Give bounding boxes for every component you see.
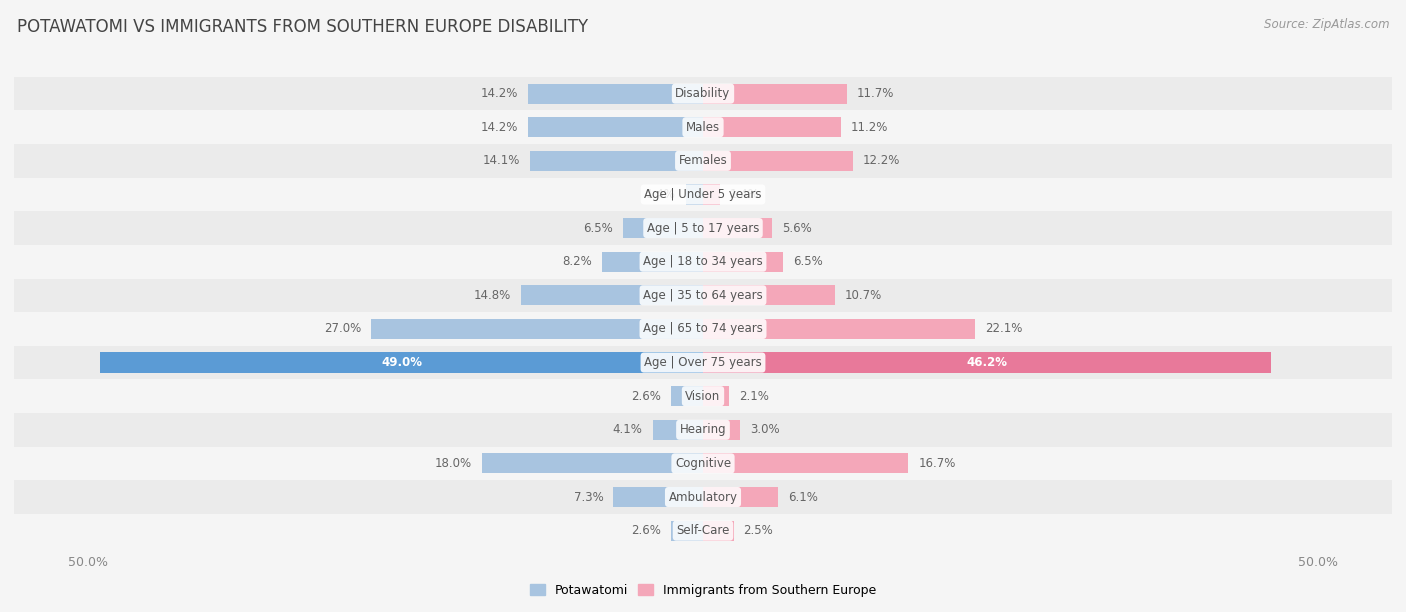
Bar [14, 110, 1392, 144]
Bar [100, 353, 703, 373]
Bar [14, 514, 1392, 548]
Text: Females: Females [679, 154, 727, 167]
Text: 12.2%: 12.2% [863, 154, 900, 167]
Bar [703, 117, 841, 137]
Text: 6.5%: 6.5% [793, 255, 823, 268]
Text: 49.0%: 49.0% [381, 356, 422, 369]
Bar [652, 420, 703, 440]
Text: Hearing: Hearing [679, 424, 727, 436]
Text: 14.8%: 14.8% [474, 289, 512, 302]
Bar [14, 413, 1392, 447]
Text: Age | 65 to 74 years: Age | 65 to 74 years [643, 323, 763, 335]
Bar [14, 346, 1392, 379]
Bar [14, 211, 1392, 245]
Text: 3.0%: 3.0% [749, 424, 779, 436]
Bar [671, 386, 703, 406]
Text: 2.5%: 2.5% [744, 524, 773, 537]
Bar [14, 245, 1392, 278]
Text: 11.2%: 11.2% [851, 121, 889, 134]
Bar [703, 151, 853, 171]
Bar [530, 151, 703, 171]
Bar [14, 177, 1392, 211]
Bar [14, 144, 1392, 177]
Text: Source: ZipAtlas.com: Source: ZipAtlas.com [1264, 18, 1389, 31]
Bar [703, 252, 783, 272]
Text: 18.0%: 18.0% [434, 457, 471, 470]
Bar [671, 521, 703, 541]
Bar [703, 487, 778, 507]
Text: 46.2%: 46.2% [967, 356, 1008, 369]
Bar [14, 76, 1392, 110]
Text: 8.2%: 8.2% [562, 255, 592, 268]
Bar [14, 312, 1392, 346]
Bar [520, 285, 703, 305]
Bar [14, 447, 1392, 480]
Bar [529, 83, 703, 103]
Bar [703, 218, 772, 238]
Text: 14.2%: 14.2% [481, 121, 519, 134]
Text: Age | Under 5 years: Age | Under 5 years [644, 188, 762, 201]
Bar [703, 184, 720, 204]
Bar [14, 480, 1392, 514]
Text: 16.7%: 16.7% [918, 457, 956, 470]
Bar [686, 184, 703, 204]
Bar [703, 521, 734, 541]
Bar [481, 453, 703, 474]
Text: 7.3%: 7.3% [574, 490, 603, 504]
Bar [602, 252, 703, 272]
Text: 1.4%: 1.4% [730, 188, 759, 201]
Text: Age | Over 75 years: Age | Over 75 years [644, 356, 762, 369]
Bar [703, 83, 846, 103]
Text: 1.4%: 1.4% [647, 188, 676, 201]
Text: 14.1%: 14.1% [482, 154, 520, 167]
Text: 10.7%: 10.7% [845, 289, 882, 302]
Text: 11.7%: 11.7% [856, 87, 894, 100]
Text: 22.1%: 22.1% [984, 323, 1022, 335]
Text: 4.1%: 4.1% [613, 424, 643, 436]
Text: Self-Care: Self-Care [676, 524, 730, 537]
Text: 2.1%: 2.1% [738, 390, 769, 403]
Text: 6.5%: 6.5% [583, 222, 613, 234]
Bar [703, 319, 974, 339]
Text: 5.6%: 5.6% [782, 222, 811, 234]
Bar [613, 487, 703, 507]
Text: Age | 18 to 34 years: Age | 18 to 34 years [643, 255, 763, 268]
Text: Cognitive: Cognitive [675, 457, 731, 470]
Text: Males: Males [686, 121, 720, 134]
Text: 2.6%: 2.6% [631, 524, 661, 537]
Text: Ambulatory: Ambulatory [668, 490, 738, 504]
Bar [14, 278, 1392, 312]
Text: 27.0%: 27.0% [323, 323, 361, 335]
Bar [529, 117, 703, 137]
Text: 14.2%: 14.2% [481, 87, 519, 100]
Bar [623, 218, 703, 238]
Text: 2.6%: 2.6% [631, 390, 661, 403]
Text: Age | 5 to 17 years: Age | 5 to 17 years [647, 222, 759, 234]
Bar [703, 353, 1271, 373]
Legend: Potawatomi, Immigrants from Southern Europe: Potawatomi, Immigrants from Southern Eur… [524, 579, 882, 602]
Bar [703, 285, 835, 305]
Bar [703, 420, 740, 440]
Text: 6.1%: 6.1% [787, 490, 818, 504]
Text: Vision: Vision [685, 390, 721, 403]
Bar [371, 319, 703, 339]
Bar [14, 379, 1392, 413]
Text: Age | 35 to 64 years: Age | 35 to 64 years [643, 289, 763, 302]
Bar [703, 386, 728, 406]
Text: Disability: Disability [675, 87, 731, 100]
Text: POTAWATOMI VS IMMIGRANTS FROM SOUTHERN EUROPE DISABILITY: POTAWATOMI VS IMMIGRANTS FROM SOUTHERN E… [17, 18, 588, 36]
Bar [703, 453, 908, 474]
